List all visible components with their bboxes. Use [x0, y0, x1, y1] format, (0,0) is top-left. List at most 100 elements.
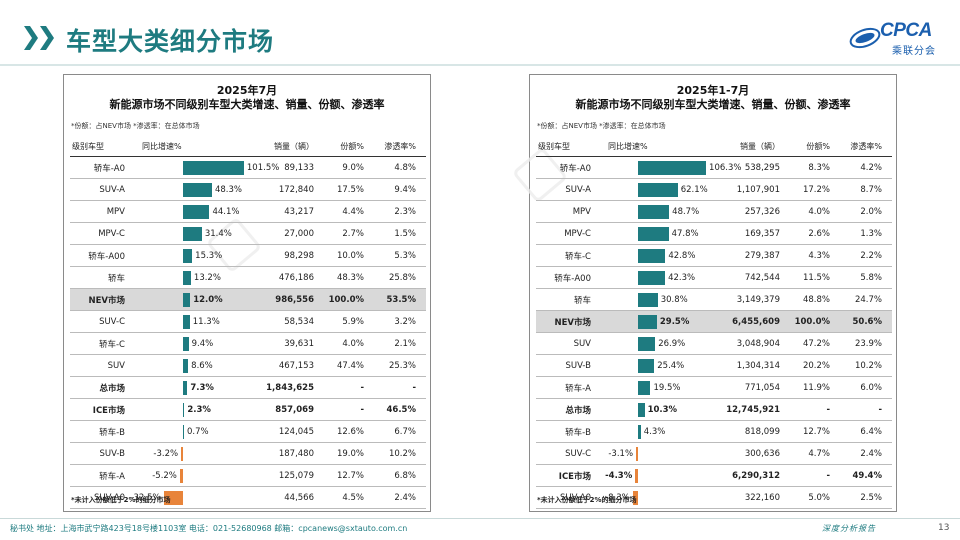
growth-bar-cell: 11.3%: [130, 311, 258, 332]
growth-label: 30.8%: [660, 294, 688, 305]
growth-label: 62.1%: [680, 184, 708, 195]
sales-value: 322,160: [744, 492, 780, 503]
share-value: 4.3%: [808, 250, 830, 261]
header-penetration: 渗透率%: [384, 142, 416, 151]
growth-bar-cell: 10.3%: [596, 399, 724, 420]
growth-bar-cell: 8.6%: [130, 355, 258, 376]
penetration-value: 6.4%: [860, 426, 882, 437]
growth-label: -5.2%: [152, 470, 177, 481]
share-value: 100.0%: [794, 316, 830, 327]
growth-label: 26.9%: [658, 338, 686, 349]
penetration-value: 4.2%: [860, 162, 882, 173]
penetration-value: 25.3%: [388, 360, 416, 371]
sales-value: 169,357: [744, 228, 780, 239]
growth-bar: [638, 293, 658, 307]
growth-bar: [183, 183, 212, 197]
growth-label: 31.4%: [204, 228, 232, 239]
growth-label: -3.2%: [153, 448, 179, 459]
panel-title: 新能源市场不同级别车型大类增速、销量、份额、渗透率: [575, 98, 851, 111]
segment-name: SUV-B: [99, 448, 125, 459]
share-value: 9.0%: [342, 162, 364, 173]
penetration-value: 1.3%: [860, 228, 882, 239]
sales-value: 172,840: [278, 184, 314, 195]
left-panel: 2025年7月 新能源市场不同级别车型大类增速、销量、份额、渗透率 *份额：占N…: [63, 74, 431, 512]
penetration-value: 10.2%: [388, 448, 416, 459]
sales-value: 467,153: [278, 360, 314, 371]
growth-label: 42.3%: [668, 272, 696, 283]
growth-bar: [183, 293, 191, 307]
share-value: 48.8%: [802, 294, 830, 305]
share-value: 8.3%: [808, 162, 830, 173]
sales-value: 986,556: [275, 294, 314, 305]
growth-bar: [183, 425, 184, 439]
growth-bar-cell: 2.3%: [130, 399, 258, 420]
sales-value: 279,387: [744, 250, 780, 261]
sales-value: 257,326: [744, 206, 780, 217]
share-value: 11.5%: [802, 272, 830, 283]
sales-value: 771,054: [744, 382, 780, 393]
penetration-value: 6.8%: [394, 470, 416, 481]
growth-label: 10.3%: [647, 404, 678, 415]
growth-label: 44.1%: [212, 206, 240, 217]
header-share: 份额%: [806, 142, 830, 151]
header-sales: 销量（辆）: [740, 142, 780, 151]
table-row: 轿车-C 42.8% 279,387 4.3% 2.2%: [536, 245, 892, 267]
growth-bar-cell: 106.3%: [596, 157, 741, 178]
table-header: 级别车型 同比增速% 销量（辆） 份额% 渗透率%: [536, 137, 892, 157]
segment-name: NEV市场: [554, 317, 592, 328]
growth-bar-cell: -5.2%: [130, 465, 258, 486]
growth-bar-cell: 42.8%: [596, 245, 724, 266]
segment-name: 轿车: [107, 273, 125, 284]
growth-bar: [183, 315, 190, 329]
growth-bar: [183, 227, 202, 241]
penetration-value: 23.9%: [854, 338, 882, 349]
segment-name: MPV: [572, 206, 591, 217]
segment-name: SUV-A: [99, 184, 125, 195]
header-share: 份额%: [340, 142, 364, 151]
logo-text: CPCA: [880, 20, 932, 41]
share-value: 4.5%: [342, 492, 364, 503]
segment-name: MPV: [106, 206, 125, 217]
growth-bar: [163, 491, 183, 505]
table-row: SUV-A0 -8.3% 322,160 5.0% 2.5%: [536, 487, 892, 509]
penetration-value: 2.4%: [394, 492, 416, 503]
footer-divider: [0, 518, 960, 519]
growth-bar-cell: 0.7%: [130, 421, 258, 442]
chevron-icon: [40, 26, 54, 50]
segment-name: 总市场: [565, 405, 591, 416]
growth-bar-cell: 15.3%: [130, 245, 258, 266]
segment-name: SUV-A0: [559, 492, 591, 503]
segment-name: SUV: [107, 360, 125, 371]
sales-value: 43,217: [284, 206, 314, 217]
segment-name: 轿车-B: [99, 427, 125, 438]
table-row: MPV 48.7% 257,326 4.0% 2.0%: [536, 201, 892, 223]
segment-name: ICE市场: [92, 405, 125, 416]
share-value: -: [360, 382, 364, 393]
penetration-value: 2.3%: [394, 206, 416, 217]
panel-note: *份额：占NEV市场 *渗透率：在总体市场: [71, 122, 200, 130]
penetration-value: 6.7%: [394, 426, 416, 437]
growth-bar: [638, 205, 670, 219]
table-row: SUV-A 62.1% 1,107,901 17.2% 8.7%: [536, 179, 892, 201]
growth-bar-cell: -32.5%: [130, 487, 258, 508]
growth-bar: [638, 337, 656, 351]
growth-bar: [638, 249, 666, 263]
page-number: 13: [938, 523, 950, 533]
sales-value: 44,566: [284, 492, 314, 503]
growth-bar: [638, 403, 645, 417]
table-row: SUV 8.6% 467,153 47.4% 25.3%: [70, 355, 426, 377]
growth-bar-cell: 101.5%: [130, 157, 279, 178]
growth-bar-cell: 44.1%: [130, 201, 258, 222]
growth-bar-cell: 12.0%: [130, 289, 258, 310]
share-value: 17.2%: [802, 184, 830, 195]
sales-value: 27,000: [284, 228, 314, 239]
table-row: ICE市场 -4.3% 6,290,312 - 49.4%: [536, 465, 892, 487]
growth-bar-cell: -4.3%: [596, 465, 724, 486]
growth-bar: [183, 249, 193, 263]
table-row: 总市场 7.3% 1,843,625 - -: [70, 377, 426, 399]
header-growth: 同比增速%: [142, 142, 182, 151]
penetration-value: 50.6%: [852, 316, 883, 327]
growth-bar: [638, 161, 707, 175]
share-value: 47.4%: [336, 360, 364, 371]
segment-name: SUV: [573, 338, 591, 349]
